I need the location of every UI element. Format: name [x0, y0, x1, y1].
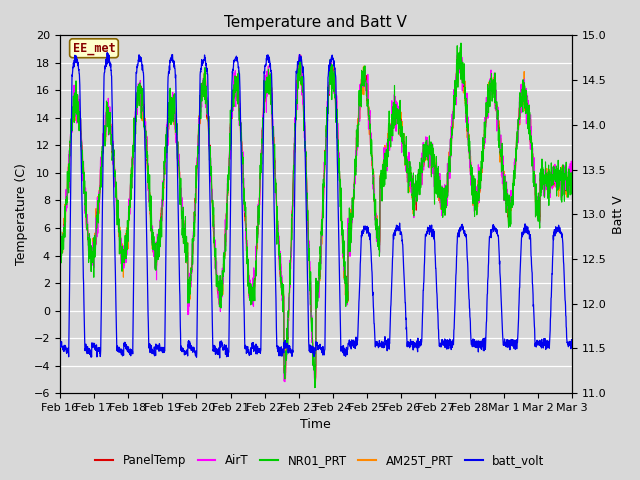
- Text: EE_met: EE_met: [72, 42, 115, 55]
- Legend: PanelTemp, AirT, NR01_PRT, AM25T_PRT, batt_volt: PanelTemp, AirT, NR01_PRT, AM25T_PRT, ba…: [91, 449, 549, 472]
- Y-axis label: Batt V: Batt V: [612, 195, 625, 234]
- Y-axis label: Temperature (C): Temperature (C): [15, 163, 28, 265]
- X-axis label: Time: Time: [301, 419, 332, 432]
- Title: Temperature and Batt V: Temperature and Batt V: [225, 15, 407, 30]
